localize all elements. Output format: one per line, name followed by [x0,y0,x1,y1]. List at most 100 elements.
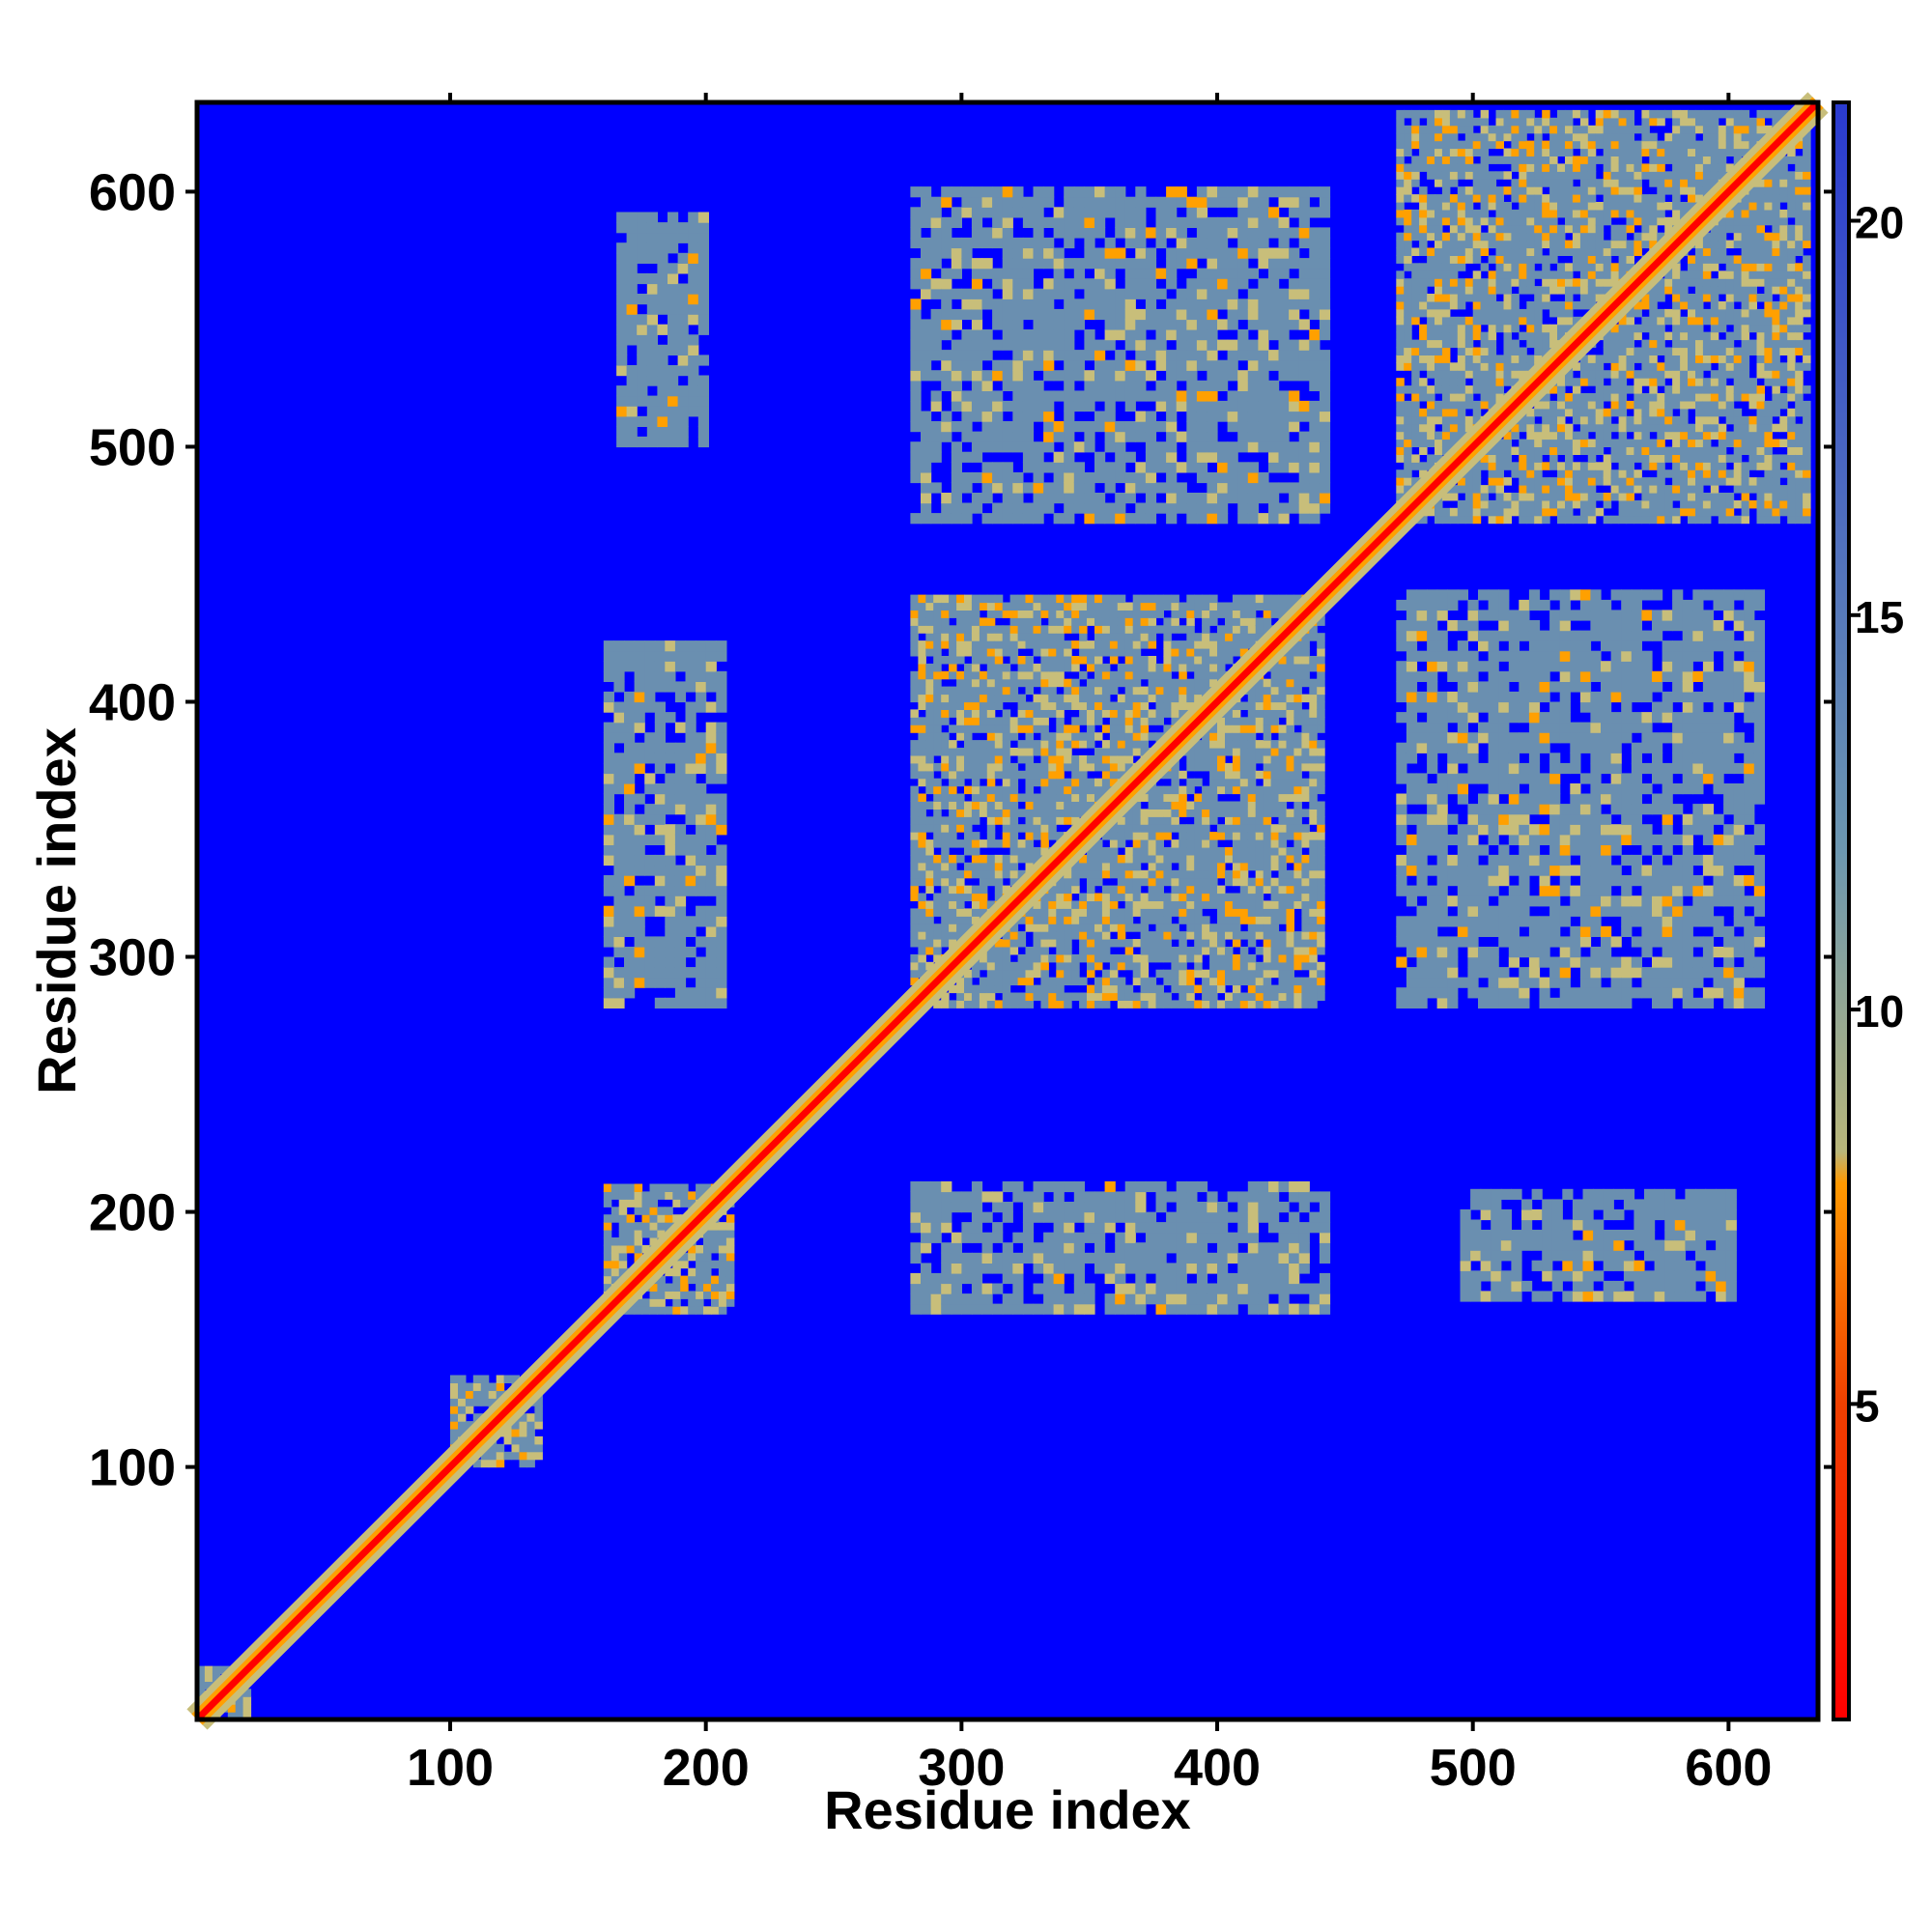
heatmap-cell [964,869,973,879]
heatmap-cell [1582,1230,1594,1241]
heatmap-cell [1009,947,1019,955]
heatmap-cell [1033,793,1041,802]
heatmap-cell [1104,1191,1116,1203]
heatmap-cell [677,263,689,274]
heatmap-cell [1025,717,1034,725]
heatmap-cell [1186,1222,1198,1234]
heatmap-cell [526,1421,535,1430]
heatmap-cell [1631,640,1642,652]
heatmap-cell [644,977,656,988]
heatmap-cell [1662,997,1673,1009]
heatmap-cell [910,237,922,249]
heatmap-cell [941,216,952,228]
heatmap-cell [1733,875,1745,887]
heatmap-cell [649,1237,658,1246]
heatmap-cell [657,283,668,295]
heatmap-cell [1319,350,1331,361]
heatmap-cell [1196,339,1208,351]
heatmap-cell [450,1382,459,1391]
heatmap-cell [1491,1260,1502,1271]
heatmap-cell [1064,992,1072,1001]
heatmap-cell [1508,916,1520,927]
heatmap-cell [971,785,980,795]
heatmap-cell [921,1283,932,1294]
heatmap-cell [1040,656,1049,665]
heatmap-cell [1009,869,1019,879]
heatmap-cell [1672,916,1684,927]
heatmap-cell [930,247,942,259]
heatmap-cell [1603,1260,1614,1271]
heatmap-cell [1508,783,1520,795]
heatmap-cell [971,648,980,657]
heatmap-cell [1040,724,1049,733]
heatmap-cell [725,1260,735,1269]
heatmap-cell [930,482,942,494]
heatmap-cell [949,793,957,802]
heatmap-cell [1457,793,1468,805]
heatmap-cell [685,640,696,652]
heatmap-cell [918,686,926,696]
heatmap-cell [1508,610,1520,621]
heatmap-cell [665,997,676,1009]
heatmap-cell [925,640,934,649]
heatmap-cell [1480,1250,1492,1262]
heatmap-cell [1480,1239,1492,1251]
heatmap-cell [1319,268,1331,279]
heatmap-cell [1549,732,1561,744]
heatmap-cell [1278,196,1290,208]
heatmap-cell [716,854,727,867]
heatmap-cell [1268,308,1280,321]
heatmap-cell [1539,956,1550,968]
heatmap-cell [626,314,638,326]
heatmap-cell [1488,732,1499,744]
heatmap-cell [1176,186,1187,198]
heatmap-cell [716,905,727,917]
heatmap-cell [949,1000,957,1009]
heatmap-cell [1079,717,1088,725]
heatmap-cell [964,916,973,924]
heatmap-cell [971,216,983,228]
heatmap-cell [1186,319,1198,330]
heatmap-cell [1590,977,1602,988]
heatmap-cell [1278,1303,1290,1315]
heatmap-cell [1176,1191,1187,1203]
heatmap-cell [1247,339,1259,351]
heatmap-cell [1064,319,1075,330]
heatmap-cell [1145,370,1157,382]
heatmap-cell [1186,451,1198,463]
heatmap-cell [1744,630,1755,641]
heatmap-cell [1682,956,1693,968]
heatmap-cell [1053,258,1065,270]
heatmap-cell [1135,1283,1147,1294]
heatmap-cell [941,186,952,198]
heatmap-cell [1733,670,1745,682]
heatmap-cell [1319,370,1331,382]
heatmap-cell [1289,207,1300,218]
heatmap-cell [1217,1283,1229,1294]
heatmap-cell [680,1275,689,1285]
heatmap-cell [1593,1219,1605,1231]
heatmap-cell [1528,977,1541,988]
heatmap-cell [979,694,988,703]
heatmap-cell [949,900,957,909]
heatmap-cell [1145,288,1157,299]
heatmap-cell [1064,885,1072,895]
heatmap-cell [227,1712,237,1720]
heatmap-cell [1196,380,1208,391]
heatmap-cell [994,785,1004,795]
heatmap-cell [646,303,658,315]
heatmap-cell [654,793,666,805]
heatmap-cell [1631,712,1642,724]
heatmap-cell [981,400,993,412]
heatmap-cell [1040,953,1049,963]
heatmap-cell [1590,824,1602,836]
heatmap-cell [685,834,696,845]
heatmap-cell [1227,350,1238,361]
heatmap-cell [979,678,988,688]
heatmap-cell [971,502,983,514]
heatmap-cell [1258,1180,1269,1193]
heatmap-cell [1009,686,1019,696]
heatmap-cell [1207,1191,1218,1203]
heatmap-cell [1043,1242,1055,1254]
heatmap-cell [1002,308,1013,321]
